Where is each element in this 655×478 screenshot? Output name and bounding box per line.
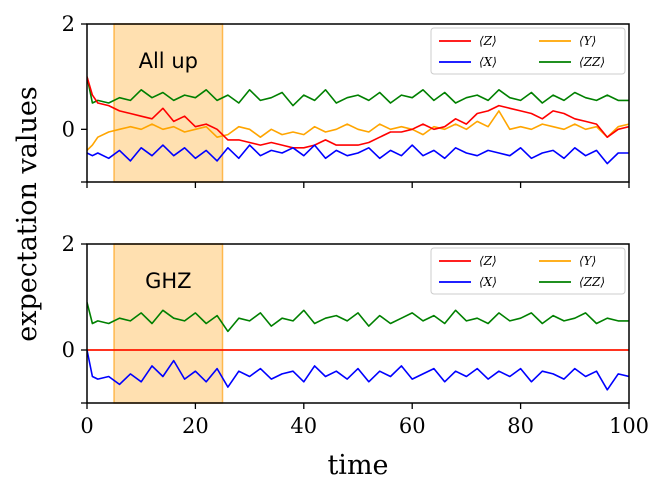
legend-box xyxy=(430,27,626,75)
axes-frame xyxy=(86,23,630,183)
x-tick-label: 0 xyxy=(80,414,93,438)
legend-label-z: ⟨Z⟩ xyxy=(479,34,497,48)
y-axis-label: expectation values xyxy=(12,86,43,341)
x-axis-label: time xyxy=(327,450,388,478)
annotation-label: GHZ xyxy=(145,269,191,293)
y-tick-label: 2 xyxy=(62,12,75,36)
x-tick-label: 20 xyxy=(182,414,209,438)
x-tick-label: 100 xyxy=(609,414,649,438)
x-tick-label: 40 xyxy=(290,414,317,438)
shaded-region xyxy=(113,243,224,404)
series-line-x xyxy=(87,349,629,391)
y-tick-label: 2 xyxy=(62,232,75,256)
series-line-zz xyxy=(87,302,629,333)
legend-label-x: ⟨X⟩ xyxy=(479,55,497,69)
legend-label-zz: ⟨ZZ⟩ xyxy=(579,55,605,69)
axes-frame xyxy=(86,243,630,404)
panel-all-up: All up 0 2 ⟨Z⟩ ⟨ZZ⟩ ⟨X⟩ ⟨Y⟩ xyxy=(62,12,630,188)
x-tick-label: 80 xyxy=(507,414,534,438)
series-line-zz xyxy=(87,76,629,107)
legend-label-zz: ⟨ZZ⟩ xyxy=(579,275,605,289)
series-line-z xyxy=(87,76,629,149)
shaded-region xyxy=(113,23,224,183)
legend-label-z: ⟨Z⟩ xyxy=(479,254,497,268)
y-tick-label: 0 xyxy=(62,338,75,362)
legend-label-x: ⟨X⟩ xyxy=(479,275,497,289)
legend-box xyxy=(430,247,626,295)
annotation-label: All up xyxy=(139,49,198,73)
series-line-x xyxy=(87,144,629,165)
legend-label-y: ⟨Y⟩ xyxy=(579,34,596,48)
x-tick-label: 60 xyxy=(399,414,426,438)
legend-label-y: ⟨Y⟩ xyxy=(579,254,596,268)
series-line-y xyxy=(87,110,629,151)
y-tick-label: 0 xyxy=(62,117,75,141)
